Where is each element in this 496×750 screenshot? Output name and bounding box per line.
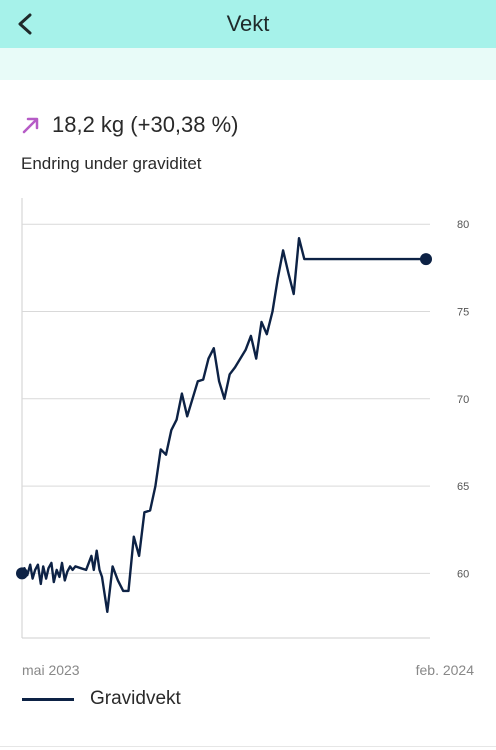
y-tick-label: 80 xyxy=(457,219,469,231)
x-tick-label-start: mai 2023 xyxy=(22,662,80,678)
weight-change-summary: 18,2 kg (+30,38 %) xyxy=(20,110,239,140)
chevron-left-icon xyxy=(18,13,32,35)
weight-change-label: Endring under graviditet xyxy=(21,154,202,173)
weight-chart: 60 65 70 75 80 mai 2023 feb. 2024 xyxy=(16,198,475,678)
arrow-up-right-icon xyxy=(22,117,39,134)
weight-change-value: 18,2 kg (+30,38 %) xyxy=(52,112,239,137)
top-bar: Vekt xyxy=(0,0,496,48)
y-tick-label: 65 xyxy=(457,481,469,493)
back-button[interactable] xyxy=(8,6,44,42)
chart-legend: Gravidvekt xyxy=(22,686,181,712)
y-tick-label: 60 xyxy=(457,568,469,580)
legend-label: Gravidvekt xyxy=(90,688,181,709)
start-point-marker xyxy=(16,567,28,580)
end-point-marker xyxy=(420,253,432,266)
x-tick-label-end: feb. 2024 xyxy=(416,662,475,678)
sub-header-band xyxy=(0,48,496,80)
legend-line-swatch xyxy=(22,697,74,701)
weight-series-line xyxy=(20,237,432,613)
page-title: Vekt xyxy=(226,11,270,36)
divider xyxy=(0,746,496,747)
y-tick-label: 70 xyxy=(457,394,469,406)
y-tick-label: 75 xyxy=(457,306,469,318)
